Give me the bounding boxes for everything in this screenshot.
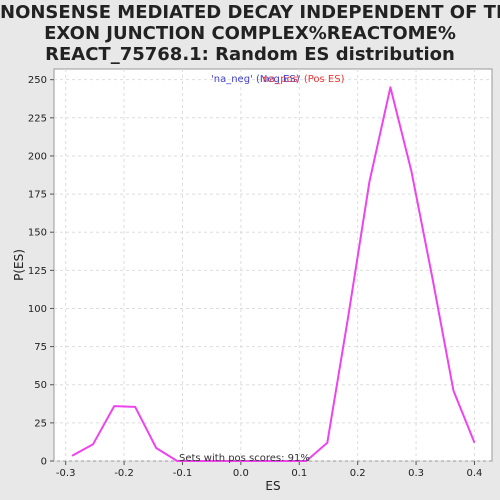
legend-entry-neg: 'na_neg' (Neg ES)	[211, 74, 300, 85]
y-tick-label: 200	[28, 151, 47, 162]
x-tick-label: 0.1	[291, 468, 307, 479]
x-tick-label: 0.3	[408, 468, 424, 479]
x-tick-label: -0.1	[173, 468, 193, 479]
y-axis-label: P(ES)	[12, 249, 26, 281]
y-tick-label: 25	[34, 418, 47, 429]
tick-layer: 0 25 50 75 100 125 150 175 200 225 250 -0.3 -0.2 -0.1…	[28, 75, 483, 479]
x-tick-label: 0.4	[467, 468, 483, 479]
y-tick-label: 150	[28, 228, 47, 239]
x-axis-label: ES	[265, 479, 280, 493]
chart-title-line-1: NONSENSE MEDIATED DECAY INDEPENDENT OF T…	[0, 2, 500, 23]
x-tick-label: -0.3	[56, 468, 76, 479]
series-line-1	[71, 86, 476, 462]
x-tick-label: 0.2	[350, 468, 366, 479]
chart-title-line-3: REACT_75768.1: Random ES distribution	[45, 44, 455, 65]
chart-title-line-2: EXON JUNCTION COMPLEX%REACTOME%	[44, 23, 456, 44]
x-tick-label: -0.2	[114, 468, 134, 479]
plot-area	[53, 68, 493, 462]
pos-score-annotation: Sets with pos scores: 91%	[179, 453, 310, 464]
y-tick-label: 125	[28, 266, 47, 277]
y-tick-label: 0	[41, 457, 47, 468]
series-layer	[71, 86, 476, 462]
y-tick-label: 175	[28, 190, 47, 201]
y-tick-label: 225	[28, 113, 47, 124]
y-tick-label: 50	[34, 380, 47, 391]
y-tick-label: 100	[28, 304, 47, 315]
y-tick-label: 75	[34, 342, 47, 353]
legend-entry-pos: 'na_pos' (Pos ES)	[260, 74, 345, 85]
y-tick-label: 250	[28, 75, 47, 86]
x-tick-label: 0.0	[233, 468, 249, 479]
